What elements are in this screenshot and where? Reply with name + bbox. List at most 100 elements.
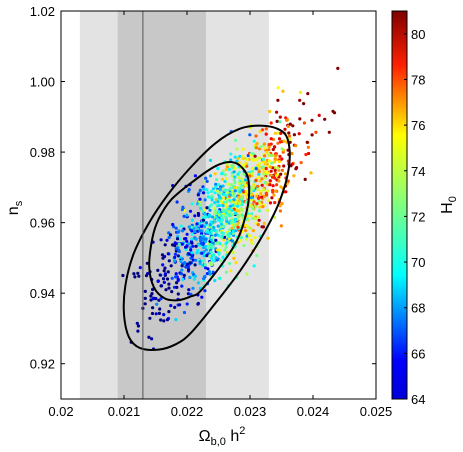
- scatter-point: [267, 142, 271, 147]
- scatter-point: [239, 235, 244, 240]
- scatter-point: [220, 214, 224, 218]
- scatter-point: [167, 231, 171, 235]
- scatter-point: [201, 210, 205, 214]
- scatter-point: [188, 275, 192, 280]
- scatter-point: [204, 176, 208, 180]
- scatter-point: [199, 224, 204, 229]
- scatter-point: [216, 241, 220, 245]
- scatter-point: [227, 261, 232, 266]
- scatter-point: [256, 223, 260, 227]
- scatter-point: [148, 316, 152, 320]
- scatter-point: [154, 312, 158, 316]
- scatter-point: [192, 277, 196, 281]
- scatter-point: [263, 154, 267, 158]
- scatter-point: [196, 281, 200, 285]
- scatter-point: [170, 290, 174, 294]
- scatter-point: [205, 272, 209, 276]
- scatter-point: [227, 232, 231, 236]
- scatter-point: [190, 202, 194, 206]
- scatter-point: [230, 208, 234, 213]
- scatter-point: [258, 129, 262, 134]
- scatter-point: [254, 158, 258, 162]
- scatter-point: [175, 281, 179, 285]
- scatter-point: [207, 215, 211, 219]
- scatter-point: [288, 122, 292, 126]
- scatter-point: [261, 157, 265, 162]
- scatter-point: [278, 204, 282, 208]
- scatter-point: [179, 272, 184, 276]
- scatter-point: [242, 243, 246, 248]
- scatter-point: [189, 225, 194, 229]
- y-tick-label: 0.94: [30, 286, 55, 301]
- scatter-point: [223, 179, 227, 184]
- scatter-point: [226, 182, 230, 186]
- scatter-point: [145, 261, 149, 265]
- scatter-point: [257, 170, 261, 174]
- scatter-point: [224, 216, 228, 220]
- scatter-point: [273, 157, 277, 161]
- scatter-point: [267, 152, 271, 156]
- colorbar: [391, 10, 408, 400]
- colorbar-tick-label: 68: [411, 301, 425, 316]
- scatter-point: [214, 256, 218, 260]
- scatter-point: [233, 185, 237, 190]
- scatter-point: [237, 181, 241, 185]
- scatter-point: [158, 307, 162, 311]
- scatter-point: [213, 172, 217, 176]
- scatter-point: [193, 258, 198, 262]
- x-tick-label: 0.021: [108, 404, 141, 419]
- scatter-point: [176, 254, 180, 258]
- scatter-point: [159, 238, 163, 242]
- scatter-point: [204, 237, 208, 241]
- scatter-point: [277, 137, 282, 141]
- scatter-point: [215, 203, 219, 207]
- scatter-point: [177, 242, 181, 246]
- scatter-points: [121, 66, 340, 351]
- scatter-point: [173, 241, 177, 245]
- scatter-point: [188, 209, 193, 213]
- scatter-point: [237, 176, 241, 180]
- scatter-point: [286, 179, 290, 183]
- scatter-point: [260, 177, 264, 181]
- scatter-point: [192, 227, 196, 231]
- scatter-point: [244, 229, 248, 233]
- scatter-point: [269, 154, 273, 158]
- colorbar-tick-label: 72: [411, 209, 425, 224]
- scatter-point: [135, 321, 139, 325]
- colorbar-tick-label: 64: [411, 392, 425, 407]
- scatter-point: [211, 245, 215, 249]
- scatter-point: [263, 162, 267, 166]
- scatter-point: [169, 304, 173, 308]
- scatter-point: [174, 318, 178, 322]
- scatter-point: [173, 252, 177, 256]
- x-tick-label: 0.022: [171, 404, 204, 419]
- scatter-point: [137, 274, 141, 278]
- scatter-point: [229, 158, 233, 162]
- scatter-point: [214, 238, 218, 242]
- scatter-point: [224, 193, 228, 197]
- scatter-point: [331, 109, 335, 113]
- scatter-point: [244, 200, 248, 204]
- scatter-point: [221, 192, 226, 196]
- scatter-point: [209, 250, 213, 254]
- scatter-point: [236, 225, 240, 229]
- scatter-point: [231, 218, 235, 222]
- scatter-point: [203, 198, 207, 202]
- scatter-point: [205, 254, 209, 258]
- scatter-point: [216, 248, 220, 252]
- scatter-point: [268, 201, 273, 205]
- scatter-point: [236, 215, 240, 219]
- scatter-point: [245, 164, 249, 168]
- scatter-point: [224, 177, 228, 181]
- scatter-point: [274, 189, 278, 193]
- scatter-point: [234, 261, 238, 265]
- scatter-point: [221, 184, 225, 188]
- scatter-point: [211, 259, 216, 263]
- scatter-point: [174, 272, 178, 276]
- scatter-point: [221, 204, 225, 208]
- scatter-point: [166, 252, 170, 256]
- scatter-point: [253, 235, 257, 240]
- scatter-point: [217, 234, 221, 238]
- scatter-point: [193, 274, 197, 278]
- scatter-point: [264, 127, 268, 131]
